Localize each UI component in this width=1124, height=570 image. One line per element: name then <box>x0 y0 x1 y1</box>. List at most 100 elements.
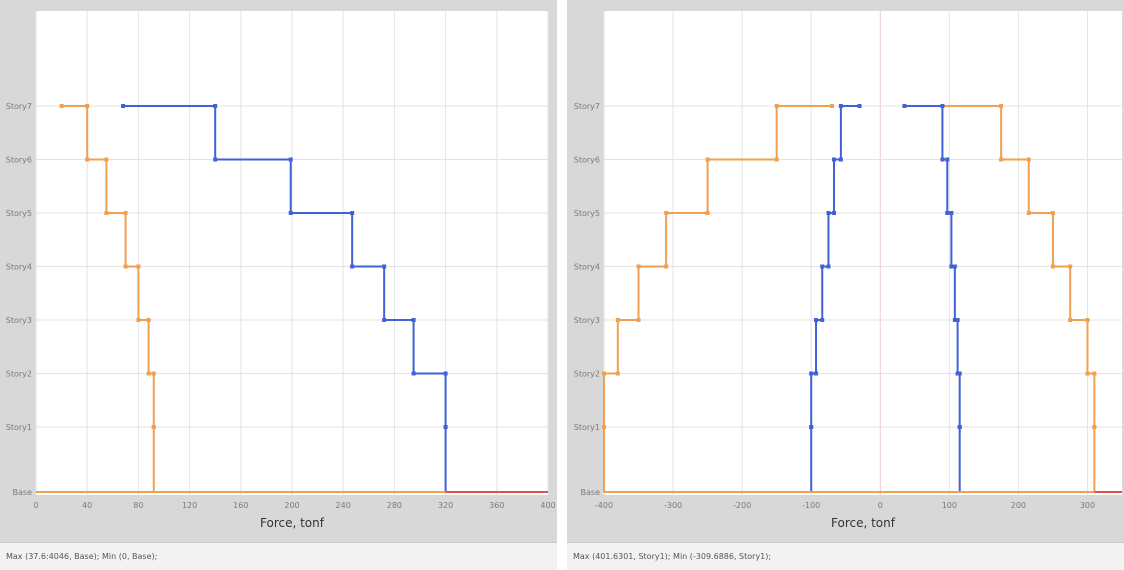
x-tick-label: 120 <box>182 501 197 510</box>
blue-series-positive-point <box>940 157 945 162</box>
y-tick-label: Story5 <box>574 209 600 218</box>
y-tick-label: Story6 <box>574 156 600 165</box>
right-status-bar: Max (401.6301, Story1); Min (-309.6886, … <box>567 542 1124 570</box>
blue-series-point <box>350 264 355 269</box>
blue-series-positive-line <box>904 105 961 492</box>
orange-series-negative-point <box>602 425 606 429</box>
orange-series-line <box>61 105 155 492</box>
y-tick-label: Story1 <box>574 423 600 432</box>
blue-series-negative-point <box>838 104 843 108</box>
orange-series-positive-point <box>1026 211 1031 215</box>
orange-series-positive-point <box>1092 425 1097 429</box>
x-tick-label: -300 <box>664 501 682 510</box>
blue-series-negative-point <box>831 211 836 215</box>
x-tick-label: 240 <box>336 501 351 510</box>
orange-series-point <box>123 264 128 269</box>
orange-series-point <box>136 264 141 269</box>
y-tick-label: Story3 <box>6 316 32 325</box>
blue-series-line <box>123 105 447 492</box>
x-tick-label: 400 <box>540 501 555 510</box>
orange-series-point <box>85 104 90 108</box>
orange-series-positive-point <box>1050 211 1055 215</box>
y-tick-label: Story3 <box>574 316 600 325</box>
y-tick-label: Story4 <box>574 263 600 272</box>
blue-series-positive-point <box>945 211 950 215</box>
orange-series-point <box>104 157 109 162</box>
blue-series-point <box>288 211 293 215</box>
x-tick-label: 320 <box>438 501 453 510</box>
blue-series-point <box>443 371 448 376</box>
blue-series-negative-line <box>810 105 860 492</box>
x-tick-label: -400 <box>595 501 613 510</box>
right-plot-area: -400 -300 -200 -100 0 100 200 300 Base Story1 Stor… <box>574 11 1122 530</box>
orange-series-negative-point <box>774 157 779 162</box>
x-tick-label: 200 <box>284 501 299 510</box>
orange-series-negative-point <box>705 211 710 215</box>
orange-series-positive-point <box>1085 318 1090 322</box>
blue-series-negative-point <box>814 318 819 322</box>
x-tick-label: 0 <box>878 501 883 510</box>
orange-series-negative-point <box>705 157 710 162</box>
blue-series-positive-point <box>955 318 960 322</box>
x-tick-label: 280 <box>387 501 402 510</box>
x-tick-label: -100 <box>802 501 820 510</box>
blue-series-negative-point <box>820 264 825 269</box>
orange-series-positive-point <box>1050 264 1055 269</box>
orange-series-positive-point <box>1068 318 1073 322</box>
blue-series-point <box>121 104 126 108</box>
orange-series-negative-point <box>636 264 641 269</box>
x-axis-label: Force, tonf <box>831 516 896 530</box>
orange-series-positive-point <box>999 157 1004 162</box>
orange-series-positive-point <box>1092 371 1097 376</box>
orange-series-negative-point <box>664 264 669 269</box>
blue-series-positive-point <box>902 104 907 108</box>
orange-series-point <box>123 211 128 215</box>
blue-series-positive-point <box>955 371 960 376</box>
orange-series-point <box>85 157 90 162</box>
orange-series-negative-line <box>603 105 832 492</box>
blue-series-point <box>288 157 293 162</box>
x-axis-label: Force, tonf <box>260 516 325 530</box>
blue-series-negative-point <box>826 264 831 269</box>
orange-series-point <box>136 318 141 322</box>
left-plot-area: 0 40 80 120 160 200 240 280 320 360 400 Base Story1 S… <box>6 11 556 530</box>
y-tick-label: Story1 <box>6 423 32 432</box>
x-tick-label: 300 <box>1080 501 1095 510</box>
right-story-force-chart: -400 -300 -200 -100 0 100 200 300 Base Story1 Stor… <box>574 11 1122 530</box>
x-tick-label: 0 <box>33 501 38 510</box>
blue-series-negative-point <box>831 157 836 162</box>
orange-series-negative-point <box>615 318 620 322</box>
y-tick-label: Base <box>13 488 33 497</box>
y-tick-label: Story6 <box>6 156 32 165</box>
blue-series-negative-point <box>809 425 814 429</box>
blue-series-negative-point <box>814 371 819 376</box>
left-story-force-chart: 0 40 80 120 160 200 240 280 320 360 400 Base Story1 S… <box>6 11 556 530</box>
x-tick-label: 80 <box>133 501 143 510</box>
orange-series-negative-point <box>829 104 834 108</box>
blue-series-negative-point <box>857 104 862 108</box>
orange-series-negative-point <box>636 318 641 322</box>
blue-series-negative-point <box>820 318 825 322</box>
blue-series-positive-point <box>957 371 962 376</box>
orange-series-positive-point <box>1085 371 1090 376</box>
y-tick-label: Story5 <box>6 209 32 218</box>
y-tick-label: Story2 <box>574 370 600 379</box>
y-tick-label: Story7 <box>6 102 32 111</box>
x-tick-label: 100 <box>942 501 957 510</box>
blue-series-positive-point <box>945 157 950 162</box>
blue-series-point <box>382 318 387 322</box>
blue-series-point <box>350 211 355 215</box>
blue-series-point <box>213 104 218 108</box>
blue-series-positive-point <box>949 264 954 269</box>
x-tick-label: 360 <box>489 501 504 510</box>
blue-series-point <box>443 425 448 429</box>
orange-series-point <box>59 104 64 108</box>
orange-series-point <box>151 371 156 376</box>
y-tick-label: Story4 <box>6 263 32 272</box>
orange-series-negative-point <box>774 104 779 108</box>
orange-series-negative-point <box>664 211 669 215</box>
x-tick-label: 40 <box>82 501 92 510</box>
blue-series-positive-point <box>949 211 954 215</box>
blue-series-negative-point <box>826 211 831 215</box>
orange-series-positive-point <box>999 104 1004 108</box>
